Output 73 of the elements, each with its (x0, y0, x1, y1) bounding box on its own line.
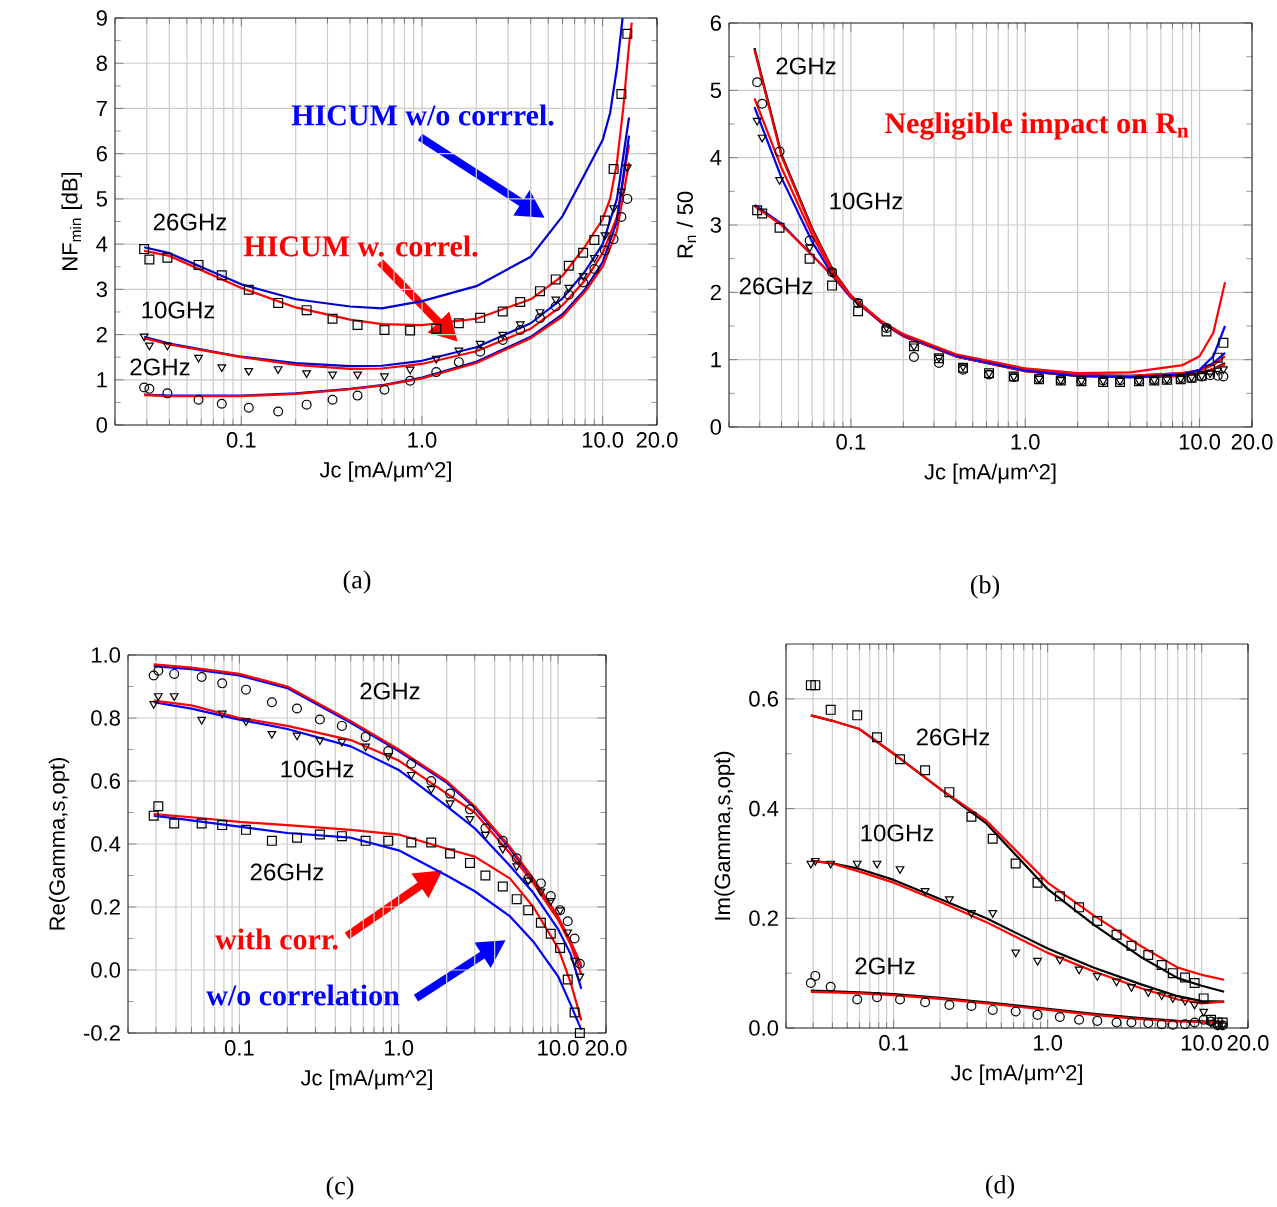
annotation: 10GHz (142, 301, 215, 319)
annotation: HICUM w/o corrrel. (291, 104, 554, 126)
x-axis-title: Jc [mA/μm^2] (319, 461, 451, 482)
y-tick-label: 4 (96, 236, 108, 252)
annotation: 2GHz (360, 682, 420, 700)
annotation: 26GHz (250, 863, 324, 881)
text: (b) (970, 575, 1000, 599)
annotation: 26GHz (153, 213, 227, 231)
y-tick-label: 0.4 (91, 836, 121, 852)
x-tick-label: 10.0 (582, 432, 624, 448)
x-tick-label: 1.0 (1011, 434, 1040, 450)
x-tick-label: 1.0 (385, 1040, 414, 1056)
text: (a) (343, 570, 371, 594)
y-axis-title: Re(Gamma,s,opt) (48, 757, 70, 930)
x-tick-label: 1.0 (1034, 1035, 1063, 1051)
annotation: 10GHz (281, 760, 354, 778)
y-tick-label: 2 (96, 326, 107, 343)
x-tick-label: 0.1 (879, 1035, 908, 1051)
y-tick-label: 6 (96, 145, 107, 162)
annotation: Negligible impact on R$_{n}$ (885, 112, 1189, 140)
y-tick-label: 0.6 (749, 691, 778, 707)
x-tick-label: 20.0 (1231, 434, 1273, 450)
x-tick-label: 20.0 (636, 432, 678, 448)
x-axis-title: Jc [mA/μm^2] (924, 463, 1056, 484)
y-tick-label: 5 (96, 191, 107, 207)
annotation: 10GHz (861, 824, 934, 842)
annotation: 2GHz (130, 358, 190, 376)
y-tick-label: -0.2 (84, 1025, 120, 1041)
annotation: 2GHz (776, 57, 836, 75)
y-tick-label: 6 (710, 15, 721, 31)
y-axis-title: NF$_{min}$ [dB] (61, 172, 82, 270)
annotation: 26GHz (739, 277, 813, 295)
x-tick-label: 10.0 (538, 1040, 579, 1056)
x-axis-title: Jc [mA/μm^2] (950, 1064, 1082, 1085)
x-tick-label: 1.0 (408, 432, 437, 448)
y-tick-label: 0.2 (91, 899, 120, 915)
y-tick-label: 9 (96, 10, 107, 26)
y-tick-label: 3 (96, 281, 107, 298)
y-axis-title: Im(Gamma,s,opt) (714, 751, 735, 920)
y-tick-label: 0.0 (749, 1020, 779, 1036)
annotation: w/o correlation (206, 984, 400, 1006)
y-tick-label: 0.0 (91, 962, 121, 978)
y-tick-label: 1.0 (92, 647, 121, 663)
annotation: 10GHz (830, 192, 903, 210)
y-tick-label: 0.2 (749, 910, 778, 927)
text: (c) (326, 1176, 354, 1200)
y-tick-label: 1 (711, 352, 721, 368)
y-tick-label: 0 (710, 419, 722, 435)
x-tick-label: 10.0 (1181, 1035, 1223, 1051)
x-axis-title: Jc [mA/μm^2] (300, 1069, 432, 1090)
y-tick-label: 3 (710, 217, 721, 233)
y-tick-label: 0.8 (91, 710, 120, 726)
x-tick-label: 0.1 (836, 434, 866, 450)
y-tick-label: 7 (96, 100, 107, 117)
x-tick-label: 20.0 (1227, 1035, 1269, 1051)
y-tick-label: 0.6 (91, 773, 120, 789)
y-tick-label: 4 (710, 150, 722, 166)
y-tick-label: 5 (710, 82, 721, 99)
annotation: with corr. (215, 928, 338, 950)
y-tick-label: 0 (96, 417, 108, 433)
y-tick-label: 0.4 (749, 800, 779, 817)
annotation: HICUM w. correl. (243, 235, 478, 257)
y-axis-title: R$_{n}$ / 50 (676, 191, 696, 258)
text: (d) (985, 1175, 1015, 1199)
y-tick-label: 1 (97, 372, 107, 388)
x-tick-label: 0.1 (224, 1040, 254, 1056)
x-tick-label: 20.0 (585, 1040, 627, 1056)
annotation: 26GHz (916, 728, 990, 746)
annotation: 2GHz (855, 957, 915, 975)
y-tick-label: 2 (710, 284, 721, 301)
x-tick-label: 0.1 (226, 432, 256, 448)
x-tick-label: 10.0 (1179, 434, 1221, 450)
y-tick-label: 8 (96, 55, 107, 72)
